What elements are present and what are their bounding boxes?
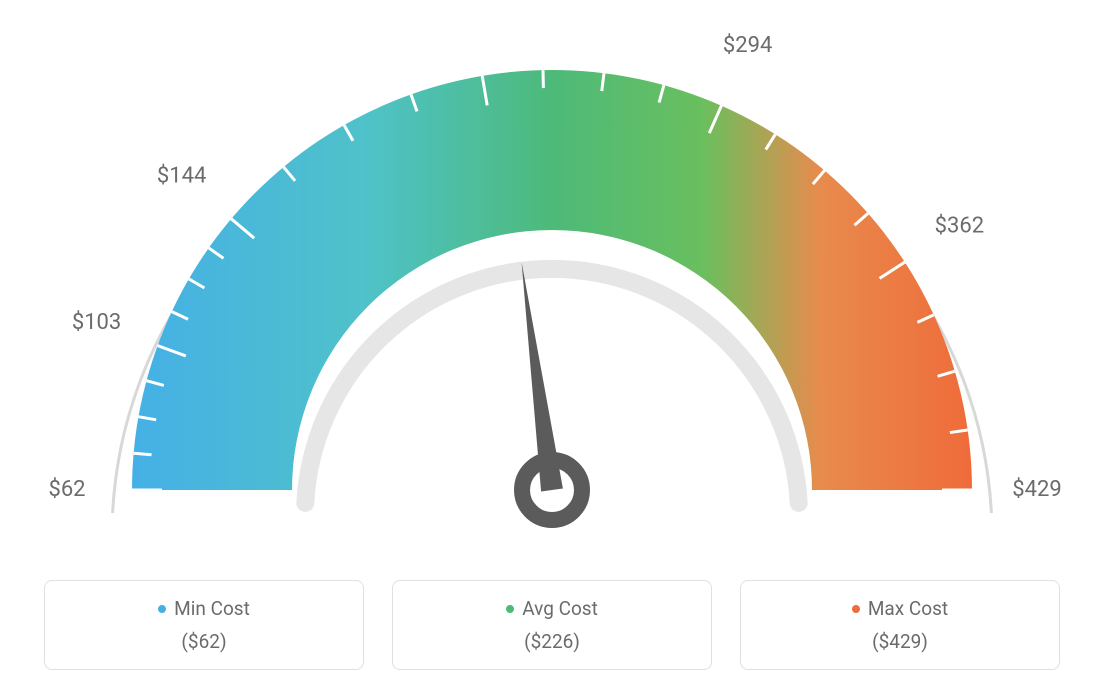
- legend-title-max: Max Cost: [761, 597, 1039, 620]
- legend-value-avg: ($226): [413, 630, 691, 653]
- legend-dot-avg: [506, 605, 514, 613]
- svg-text:$144: $144: [157, 164, 206, 189]
- svg-text:$362: $362: [935, 214, 984, 239]
- cost-gauge: $62 $103 $144 $226 $294 $362 $429: [32, 20, 1072, 560]
- legend-card-avg: Avg Cost ($226): [392, 580, 712, 670]
- legend-title-min: Min Cost: [65, 597, 343, 620]
- gauge-svg: $62 $103 $144 $226 $294 $362 $429: [32, 20, 1072, 560]
- legend-card-min: Min Cost ($62): [44, 580, 364, 670]
- legend-label-min: Min Cost: [174, 597, 250, 620]
- svg-text:$62: $62: [48, 477, 85, 502]
- legend-value-max: ($429): [761, 630, 1039, 653]
- svg-text:$103: $103: [72, 310, 121, 335]
- legend-label-avg: Avg Cost: [522, 597, 598, 620]
- legend-row: Min Cost ($62) Avg Cost ($226) Max Cost …: [44, 580, 1060, 670]
- legend-title-avg: Avg Cost: [413, 597, 691, 620]
- legend-dot-min: [158, 605, 166, 613]
- legend-value-min: ($62): [65, 630, 343, 653]
- svg-text:$294: $294: [723, 33, 772, 58]
- legend-dot-max: [852, 605, 860, 613]
- svg-text:$429: $429: [1012, 477, 1061, 502]
- legend-label-max: Max Cost: [868, 597, 948, 620]
- legend-card-max: Max Cost ($429): [740, 580, 1060, 670]
- svg-text:$226: $226: [447, 20, 496, 24]
